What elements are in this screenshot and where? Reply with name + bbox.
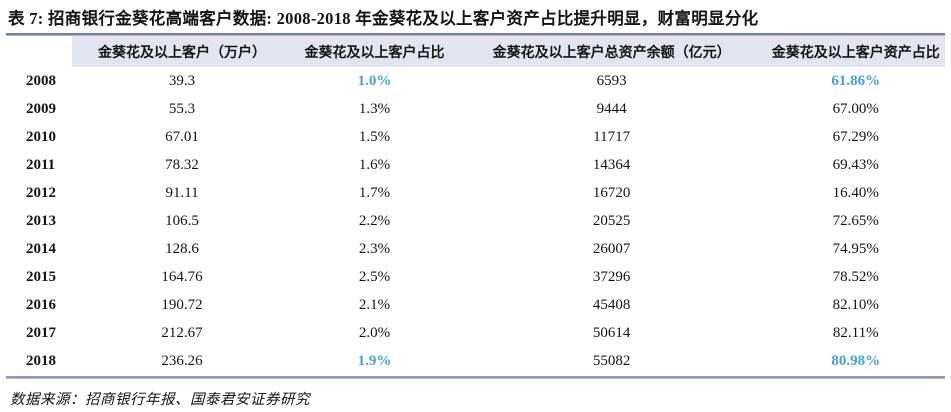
asset-share-cell: 67.00% xyxy=(832,100,879,117)
customers-cell: 236.26 xyxy=(161,352,203,369)
table-row: 2016 190.72 2.1% 45408 82.10% xyxy=(6,291,945,319)
customers-cell: 39.3 xyxy=(168,72,196,89)
customer-share-cell: 2.1% xyxy=(358,296,391,313)
customer-share-cell: 1.9% xyxy=(357,352,392,369)
customers-cell: 128.6 xyxy=(165,240,199,257)
year-cell: 2012 xyxy=(26,184,56,201)
col-header-assets: 金葵花及以上客户总资产余额（亿元） xyxy=(456,36,767,67)
bottom-rule xyxy=(6,376,945,379)
year-cell: 2015 xyxy=(26,268,56,285)
year-cell: 2008 xyxy=(26,72,56,89)
year-cell: 2016 xyxy=(26,296,56,313)
table-row: 2017 212.67 2.0% 50614 82.11% xyxy=(6,319,945,347)
col-header-year xyxy=(6,36,72,67)
customer-share-cell: 1.5% xyxy=(358,128,391,145)
customers-cell: 78.32 xyxy=(165,156,199,173)
customers-cell: 190.72 xyxy=(161,296,203,313)
col-header-customer-share: 金葵花及以上客户占比 xyxy=(292,36,457,67)
asset-share-cell: 80.98% xyxy=(831,352,881,369)
asset-share-cell: 61.86% xyxy=(831,72,881,89)
assets-cell: 9444 xyxy=(596,100,627,117)
year-cell: 2014 xyxy=(26,240,56,257)
customers-cell: 106.5 xyxy=(165,212,199,229)
table-row: 2011 78.32 1.6% 14364 69.43% xyxy=(6,151,945,179)
assets-cell: 55082 xyxy=(592,352,631,369)
table-row: 2015 164.76 2.5% 37296 78.52% xyxy=(6,263,945,291)
asset-share-cell: 69.43% xyxy=(832,156,879,173)
assets-cell: 50614 xyxy=(592,324,631,341)
assets-cell: 6593 xyxy=(596,72,627,89)
assets-cell: 37296 xyxy=(592,268,631,285)
year-cell: 2018 xyxy=(26,352,56,369)
customers-cell: 164.76 xyxy=(161,268,203,285)
col-header-customers: 金葵花及以上客户（万户） xyxy=(71,36,293,67)
top-rule xyxy=(6,33,945,36)
col-header-asset-share: 金葵花及以上客户资产占比 xyxy=(766,36,945,67)
year-cell: 2009 xyxy=(26,100,56,117)
asset-share-cell: 16.40% xyxy=(832,184,879,201)
customer-share-cell: 2.0% xyxy=(358,324,391,341)
asset-share-cell: 82.11% xyxy=(832,324,879,341)
assets-cell: 14364 xyxy=(592,156,631,173)
customers-cell: 67.01 xyxy=(165,128,199,145)
customer-share-cell: 1.3% xyxy=(358,100,391,117)
table-row: 2010 67.01 1.5% 11717 67.29% xyxy=(6,123,945,151)
assets-cell: 11717 xyxy=(593,128,631,145)
assets-cell: 16720 xyxy=(592,184,631,201)
asset-share-cell: 78.52% xyxy=(832,268,879,285)
table-row: 2014 128.6 2.3% 26007 74.95% xyxy=(6,235,945,263)
customer-share-cell: 2.2% xyxy=(358,212,391,229)
year-cell: 2010 xyxy=(26,128,56,145)
customers-cell: 55.3 xyxy=(168,100,196,117)
assets-cell: 20525 xyxy=(592,212,631,229)
asset-share-cell: 67.29% xyxy=(832,128,879,145)
customers-cell: 91.11 xyxy=(165,184,199,201)
customer-share-cell: 2.5% xyxy=(358,268,391,285)
source-note: 数据来源：招商银行年报、国泰君安证券研究 xyxy=(10,392,310,408)
year-cell: 2017 xyxy=(26,324,56,341)
customer-share-cell: 1.0% xyxy=(357,72,392,89)
table-row: 2013 106.5 2.2% 20525 72.65% xyxy=(6,207,945,235)
customer-share-cell: 1.7% xyxy=(358,184,391,201)
header-row: 金葵花及以上客户（万户） 金葵花及以上客户占比 金葵花及以上客户总资产余额（亿元… xyxy=(6,36,945,67)
customer-share-cell: 1.6% xyxy=(358,156,391,173)
table-row: 2008 39.3 1.0% 6593 61.86% xyxy=(6,67,945,95)
data-table: 金葵花及以上客户（万户） 金葵花及以上客户占比 金葵花及以上客户总资产余额（亿元… xyxy=(6,36,945,375)
assets-cell: 45408 xyxy=(592,296,631,313)
asset-share-cell: 74.95% xyxy=(832,240,879,257)
year-cell: 2013 xyxy=(26,212,56,229)
assets-cell: 26007 xyxy=(592,240,631,257)
table-row: 2009 55.3 1.3% 9444 67.00% xyxy=(6,95,945,123)
table-row: 2012 91.11 1.7% 16720 16.40% xyxy=(6,179,945,207)
asset-share-cell: 82.10% xyxy=(832,296,879,313)
asset-share-cell: 72.65% xyxy=(832,212,879,229)
table-row: 2018 236.26 1.9% 55082 80.98% xyxy=(6,347,945,375)
table-title: 表 7: 招商银行金葵花高端客户数据: 2008-2018 年金葵花及以上客户资… xyxy=(8,9,759,28)
customer-share-cell: 2.3% xyxy=(358,240,391,257)
year-cell: 2011 xyxy=(26,156,56,173)
customers-cell: 212.67 xyxy=(161,324,203,341)
